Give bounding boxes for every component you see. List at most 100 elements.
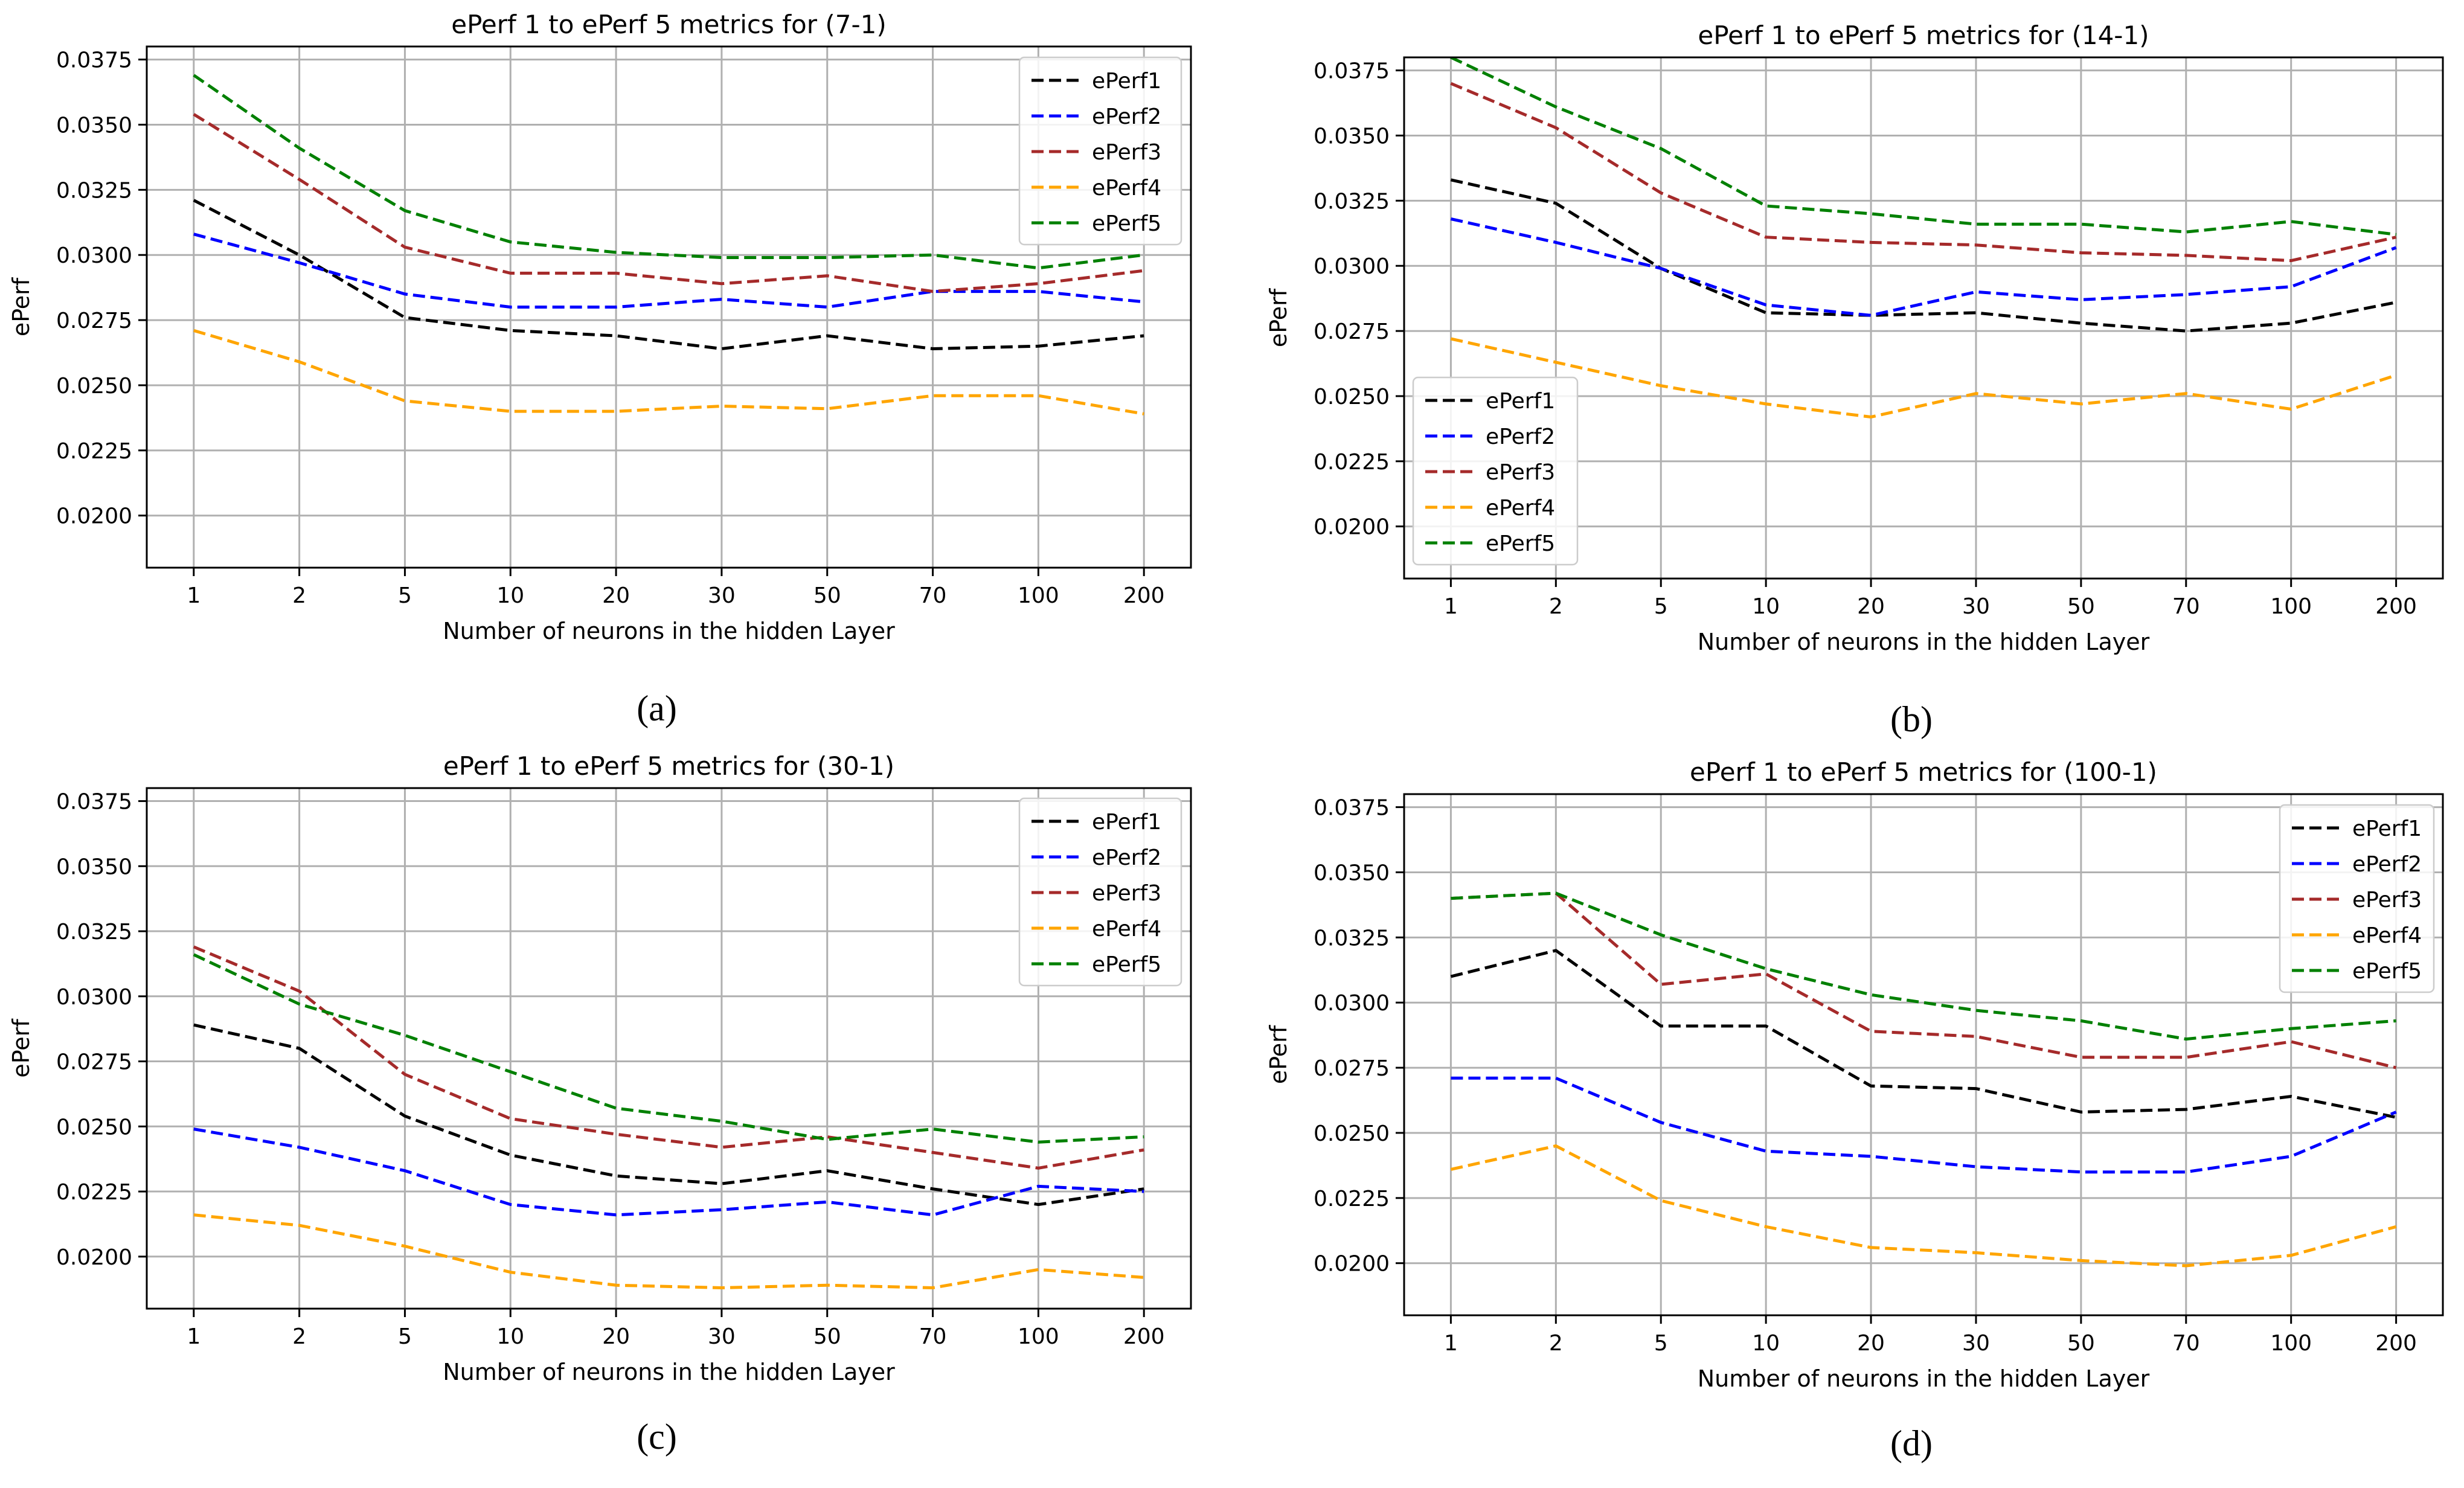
y-tick-label: 0.0300 — [1314, 991, 1390, 1016]
x-tick-label: 5 — [398, 583, 412, 608]
series-line-eperf4 — [1450, 337, 2397, 419]
legend-label-eperf1: ePerf1 — [2352, 816, 2422, 841]
series-line-eperf3 — [1450, 82, 2397, 263]
panel-caption: (c) — [637, 1417, 677, 1457]
y-tick-label: 0.0250 — [1314, 385, 1390, 409]
series-line-eperf1 — [1450, 178, 2397, 333]
series-line-eperf5 — [1450, 57, 2396, 236]
x-tick-label: 200 — [2375, 1331, 2417, 1356]
x-axis-label: Number of neurons in the hidden Layer — [443, 1359, 895, 1385]
y-tick-label: 0.0275 — [56, 1050, 132, 1075]
series-line-eperf2 — [193, 232, 1144, 309]
chart-panel-d: 1 2 5 10 20 30 50 70 100 200 0.0200 0.0225 0.0250 0.0… — [1265, 757, 2444, 1463]
chart-title: ePerf 1 to ePerf 5 metrics for (7-1) — [451, 10, 886, 39]
legend-label-eperf5: ePerf5 — [1486, 531, 1555, 556]
legend-label-eperf2: ePerf2 — [1092, 845, 1161, 870]
plot-frame — [146, 787, 1192, 1310]
series-line-eperf2 — [1451, 1076, 2397, 1174]
x-axis-label: Number of neurons in the hidden Layer — [1698, 1365, 2150, 1392]
y-tick-label: 0.0325 — [56, 920, 132, 944]
x-tick-label: 10 — [1752, 1331, 1780, 1356]
x-tick-label: 100 — [2270, 1331, 2312, 1356]
legend-label-eperf5: ePerf5 — [2352, 959, 2422, 984]
x-tick-label: 10 — [496, 1324, 524, 1349]
plot-frame — [146, 45, 1192, 569]
y-tick-label: 0.0375 — [1314, 796, 1390, 821]
legend-label-eperf3: ePerf3 — [1092, 140, 1161, 165]
y-tick-label: 0.0350 — [56, 855, 132, 879]
x-tick-label: 30 — [1962, 594, 1990, 619]
legend-label-eperf3: ePerf3 — [1486, 460, 1555, 485]
x-tick-label: 30 — [708, 583, 736, 608]
legend-label-eperf2: ePerf2 — [1486, 425, 1555, 449]
chart-panel-a: 1 2 5 10 20 30 50 70 100 200 0.0200 0.0225 0.0250 0.0… — [8, 10, 1192, 728]
y-tick-label: 0.0375 — [56, 48, 132, 73]
legend-box — [1018, 56, 1182, 246]
x-tick-label: 70 — [919, 1324, 947, 1349]
series-line-eperf5 — [193, 953, 1144, 1144]
panel-caption: (d) — [1890, 1423, 1933, 1463]
chart-title: ePerf 1 to ePerf 5 metrics for (100-1) — [1690, 757, 2157, 787]
x-axis-label: Number of neurons in the hidden Layer — [1698, 629, 2150, 655]
x-tick-label: 100 — [1018, 1324, 1059, 1349]
y-tick-label: 0.0200 — [56, 1245, 132, 1270]
legend: ePerf1 ePerf2 ePerf3 ePerf4 ePerf5 — [2279, 804, 2435, 993]
legend-label-eperf1: ePerf1 — [1092, 69, 1161, 94]
series-line-eperf4 — [193, 329, 1144, 415]
y-tick-label: 0.0225 — [1314, 450, 1390, 475]
legend: ePerf1 ePerf2 ePerf3 ePerf4 ePerf5 — [1018, 56, 1182, 246]
panel-caption: (b) — [1890, 699, 1933, 739]
y-tick-label: 0.0275 — [56, 309, 132, 333]
x-tick-label: 100 — [1018, 583, 1059, 608]
y-tick-label: 0.0375 — [56, 790, 132, 815]
x-tick-label: 2 — [1549, 1331, 1563, 1356]
x-tick-label: 5 — [1654, 594, 1668, 619]
legend-box — [1412, 376, 1579, 566]
x-tick-label: 1 — [1444, 1331, 1458, 1356]
legend: ePerf1 ePerf2 ePerf3 ePerf4 ePerf5 — [1412, 376, 1579, 566]
series-line-eperf1 — [193, 1023, 1144, 1207]
series-line-eperf1 — [193, 199, 1144, 351]
legend-label-eperf4: ePerf4 — [1092, 917, 1161, 941]
y-tick-label: 0.0250 — [56, 374, 132, 399]
x-tick-label: 70 — [2172, 594, 2200, 619]
x-tick-label: 20 — [602, 583, 630, 608]
plot-frame — [1403, 793, 2444, 1316]
x-tick-label: 10 — [496, 583, 524, 608]
chart-panel-c: 1 2 5 10 20 30 50 70 100 200 0.0200 0.0225 0.0250 0.0… — [8, 751, 1192, 1457]
x-tick-label: 70 — [919, 583, 947, 608]
series-line-eperf1 — [1450, 949, 2397, 1119]
chart-panel-b: 1 2 5 10 20 30 50 70 100 200 0.0200 0.0225 0.0250 0.0… — [1265, 21, 2444, 739]
plot-frame — [1403, 56, 2444, 580]
x-tick-label: 5 — [398, 1324, 412, 1349]
x-tick-label: 1 — [1444, 594, 1458, 619]
legend-label-eperf3: ePerf3 — [2352, 888, 2422, 912]
y-tick-label: 0.0250 — [56, 1115, 132, 1140]
x-tick-label: 200 — [1123, 583, 1165, 608]
y-axis-label: ePerf — [8, 1018, 34, 1078]
y-tick-label: 0.0300 — [56, 985, 132, 1010]
series-line-eperf3 — [193, 113, 1144, 293]
y-tick-label: 0.0225 — [56, 1180, 132, 1205]
x-tick-label: 50 — [2067, 1331, 2095, 1356]
y-tick-label: 0.0350 — [1314, 124, 1390, 149]
y-tick-label: 0.0225 — [1314, 1187, 1390, 1211]
x-tick-label: 200 — [2375, 594, 2417, 619]
y-tick-label: 0.0350 — [56, 113, 132, 138]
y-tick-label: 0.0325 — [1314, 189, 1390, 214]
x-tick-label: 50 — [813, 1324, 841, 1349]
chart-title: ePerf 1 to ePerf 5 metrics for (14-1) — [1698, 21, 2149, 50]
x-tick-label: 2 — [292, 1324, 306, 1349]
legend-label-eperf2: ePerf2 — [1092, 104, 1161, 129]
y-tick-label: 0.0225 — [56, 439, 132, 464]
y-tick-label: 0.0300 — [1314, 254, 1390, 279]
legend-box — [1018, 797, 1182, 987]
x-tick-label: 50 — [813, 583, 841, 608]
x-tick-label: 30 — [1962, 1331, 1990, 1356]
y-tick-label: 0.0350 — [1314, 861, 1390, 885]
x-tick-label: 2 — [1549, 594, 1563, 619]
x-tick-label: 20 — [602, 1324, 630, 1349]
x-tick-label: 1 — [187, 1324, 201, 1349]
panel-caption: (a) — [637, 688, 677, 728]
